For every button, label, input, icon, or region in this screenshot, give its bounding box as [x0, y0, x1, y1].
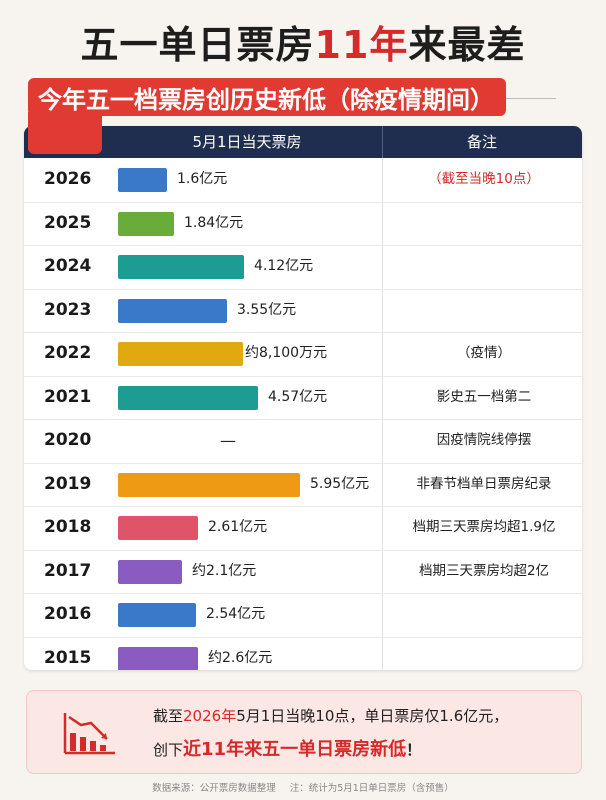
subtitle-text: 今年五一档票房创历史新低（除疫情期间） [38, 86, 494, 114]
data-source: 数据来源：公开票房数据整理 [152, 783, 276, 794]
summary-line-2: 创下近11年来五一单日票房新低！ [153, 739, 422, 760]
bar-2024 [118, 255, 244, 279]
value-label: 5.95亿元 [310, 475, 370, 492]
table-row: 2019 5.95亿元 非春节档单日票房纪录 [24, 463, 582, 507]
table-row: 2024 4.12亿元 [24, 245, 582, 290]
year-label: 2016 [44, 604, 92, 624]
year-label: 2021 [44, 386, 92, 407]
column-divider [382, 158, 383, 670]
note-cell: 影史五一档第二 [436, 388, 532, 405]
year-label: 2018 [44, 517, 92, 537]
bar-2015 [118, 646, 198, 670]
table-row: 2016 2.54亿元 [24, 593, 582, 638]
year-label: 2017 [44, 560, 92, 581]
note-cell: 因疫情院线停摆 [436, 432, 532, 448]
bar-2025 [118, 211, 174, 236]
table-row: 2018 2.61亿元 档期三天票房均超1.9亿 [24, 506, 582, 551]
note-cell: 非春节档单日票房纪录 [416, 475, 552, 492]
note-cell: （疫情） [457, 345, 511, 361]
bar-2016 [118, 603, 196, 627]
bar-2021 [118, 385, 258, 410]
year-label: 2020 [44, 430, 92, 450]
column-header-box-office: 5月1日当天票房 [192, 133, 302, 151]
year-label: 2023 [44, 299, 92, 320]
value-label: 2.61亿元 [208, 519, 268, 535]
note-cell: 档期三天票房均超1.9亿 [412, 519, 556, 535]
box-office-table: 5月1日当天票房 备注 2026 1.6亿元 （截至当晚10点） 2025 1.84亿元… [24, 126, 582, 670]
declining-chart-icon [63, 713, 115, 755]
table-row: 2021 4.57亿元 影史五一档第二 [24, 376, 582, 420]
table-header: 5月1日当天票房 备注 [24, 126, 582, 158]
bar-2026 [118, 168, 167, 192]
subtitle-rule [506, 98, 556, 99]
table-row: 2025 1.84亿元 [24, 202, 582, 246]
year-label: 2019 [44, 473, 92, 494]
footnote: 注：统计为5月1日单日票房（含预售） [289, 783, 454, 794]
table-row: 2017 约2.1亿元 档期三天票房均超2亿 [24, 550, 582, 594]
subtitle-banner: 今年五一档票房创历史新低（除疫情期间） [28, 78, 506, 154]
summary-line-1: 截至2026年5月1日当晚10点，单日票房仅1.6亿元， [153, 707, 509, 725]
value-label: 约8,100万元 [245, 345, 328, 361]
value-label: 约2.6亿元 [208, 649, 273, 666]
no-data-dash: — [220, 431, 236, 450]
table-row: 2023 3.55亿元 [24, 289, 582, 333]
value-label: 约2.1亿元 [192, 562, 257, 579]
column-header-note: 备注 [466, 133, 497, 151]
bar-2018 [118, 516, 198, 540]
year-label: 2022 [44, 343, 92, 363]
table-row: 2026 1.6亿元 （截至当晚10点） [24, 158, 582, 203]
bar-2023 [118, 298, 227, 323]
value-label: 1.84亿元 [184, 214, 244, 231]
bar-2022 [118, 342, 243, 366]
value-label: 3.55亿元 [237, 301, 297, 318]
year-label: 2015 [44, 647, 92, 668]
table-row: 2020 — 因疫情院线停摆 [24, 419, 582, 464]
summary-card: 截至2026年5月1日当晚10点，单日票房仅1.6亿元， 创下近11年来五一单日… [26, 690, 582, 774]
value-label: 2.54亿元 [206, 606, 266, 622]
value-label: 1.6亿元 [177, 171, 228, 187]
year-label: 2024 [44, 256, 92, 276]
note-cell: 档期三天票房均超2亿 [418, 562, 550, 579]
year-label: 2026 [44, 169, 92, 189]
bar-2019 [118, 472, 300, 497]
value-label: 4.57亿元 [268, 388, 328, 405]
table-row: 2022 约8,100万元 （疫情） [24, 332, 582, 377]
table-body: 2026 1.6亿元 （截至当晚10点） 2025 1.84亿元 2024 4.12亿元 20… [24, 158, 582, 670]
bar-2017 [118, 559, 182, 584]
year-label: 2025 [44, 212, 92, 233]
value-label: 4.12亿元 [254, 258, 314, 274]
table-row: 2015 约2.6亿元 [24, 637, 582, 670]
page-title: 五一单日票房11年来最差 [80, 23, 526, 67]
note-cell: （截至当晚10点） [428, 171, 540, 187]
footer: 数据来源：公开票房数据整理 注：统计为5月1日单日票房（含预售） [0, 780, 606, 794]
